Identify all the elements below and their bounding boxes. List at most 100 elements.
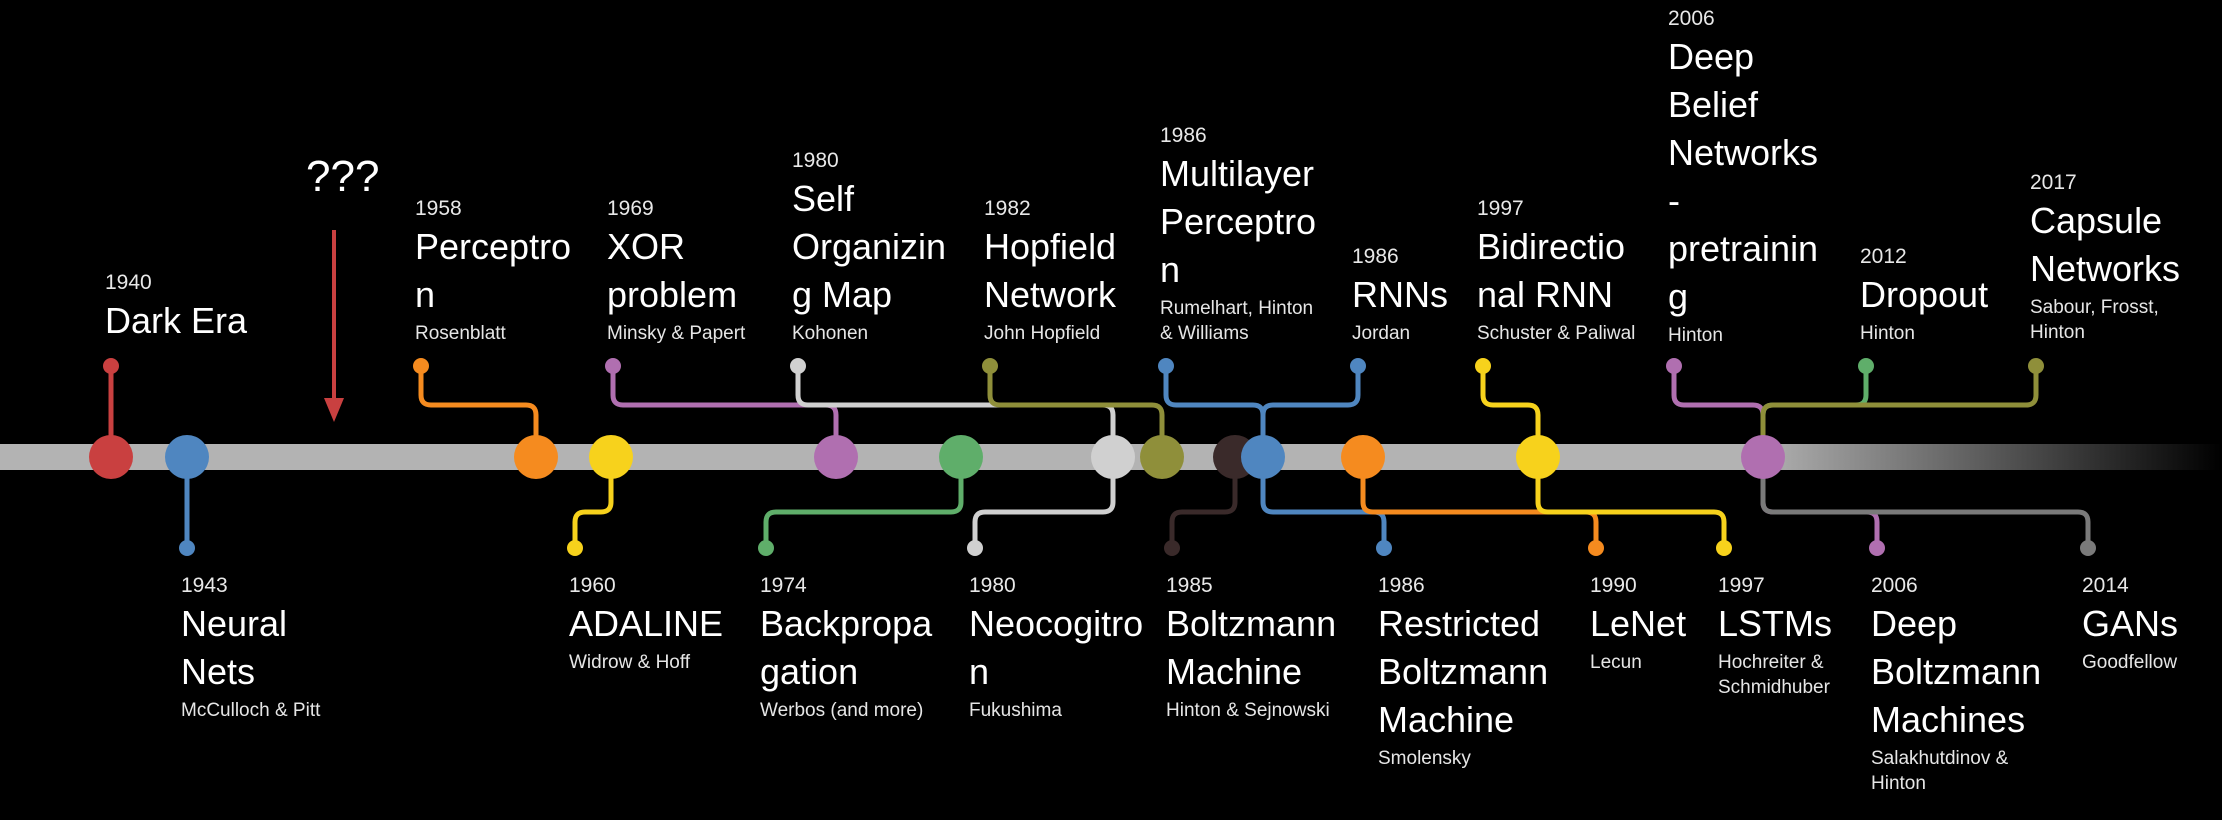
node-neural-nets bbox=[165, 435, 209, 479]
event-year: 1960 bbox=[569, 574, 616, 597]
event-dropout: 2012 Dropout Hinton bbox=[1860, 246, 1988, 346]
event-author: Smolensky bbox=[1378, 748, 1471, 769]
connector-self-organizing-map bbox=[795, 366, 1116, 457]
endpoint-lenet bbox=[1588, 540, 1604, 556]
event-author: Hinton bbox=[2030, 322, 2085, 343]
event-year: 1982 bbox=[984, 197, 1031, 220]
event-author: Lecun bbox=[1590, 652, 1642, 673]
event-author: Werbos (and more) bbox=[760, 700, 924, 721]
endpoint-multilayer-perceptron bbox=[1158, 358, 1174, 374]
endpoint-capsule-networks bbox=[2028, 358, 2044, 374]
event-author: Sabour, Frosst, bbox=[2030, 297, 2159, 318]
event-author: Hochreiter & bbox=[1718, 652, 1824, 673]
event-title: Dark Era bbox=[105, 300, 248, 341]
event-title: n bbox=[415, 274, 436, 315]
event-title: Boltzmann bbox=[1166, 603, 1337, 644]
node-deep-belief-networks bbox=[1741, 435, 1785, 479]
event-title: Machine bbox=[1378, 699, 1515, 740]
node-perceptron bbox=[514, 435, 558, 479]
event-title: Deep bbox=[1668, 36, 1755, 77]
connector-boltzmann-machine bbox=[1169, 457, 1238, 548]
connector-xor-problem bbox=[610, 366, 839, 457]
event-author: Kohonen bbox=[792, 323, 869, 344]
node-xor-problem bbox=[814, 435, 858, 479]
event-author: Hinton bbox=[1860, 323, 1915, 344]
event-lstms: 1997 LSTMs Hochreiter & Schmidhuber bbox=[1718, 575, 1832, 700]
event-boltzmann-machine: 1985 Boltzmann Machine Hinton & Sejnowski bbox=[1166, 575, 1336, 723]
event-title: Bidirectio bbox=[1477, 226, 1626, 267]
event-year: 1969 bbox=[607, 197, 654, 220]
connector-backpropagation bbox=[763, 457, 964, 548]
event-title: Multilayer bbox=[1160, 153, 1315, 194]
event-bidirectional-rnn: 1997 Bidirectio nal RNN Schuster & Paliwal bbox=[1477, 198, 1635, 346]
event-xor-problem: 1969 XOR problem Minsky & Papert bbox=[607, 198, 745, 346]
event-title: - bbox=[1668, 180, 1680, 221]
event-title: nal RNN bbox=[1477, 274, 1614, 315]
event-title: gation bbox=[760, 651, 859, 692]
event-author: McCulloch & Pitt bbox=[181, 700, 321, 721]
node-self-organizing-map bbox=[1091, 435, 1135, 479]
event-title: pretrainin bbox=[1668, 228, 1819, 269]
event-title: Capsule bbox=[2030, 200, 2163, 241]
arrow-head bbox=[324, 398, 344, 422]
endpoint-xor-problem bbox=[605, 358, 621, 374]
event-title: problem bbox=[607, 274, 738, 315]
event-title: Boltzmann bbox=[1871, 651, 2042, 692]
node-hopfield-network bbox=[1140, 435, 1184, 479]
event-year: 1997 bbox=[1477, 197, 1524, 220]
event-dark-era: 1940 Dark Era bbox=[105, 272, 247, 345]
event-year: 2017 bbox=[2030, 171, 2077, 194]
endpoint-self-organizing-map bbox=[790, 358, 806, 374]
node-lenet bbox=[1341, 435, 1385, 479]
event-title: Machine bbox=[1166, 651, 1303, 692]
event-author: Hinton bbox=[1871, 773, 1926, 794]
event-title: Neocogitro bbox=[969, 603, 1144, 644]
event-year: 2006 bbox=[1871, 574, 1918, 597]
event-hopfield-network: 1982 Hopfield Network John Hopfield bbox=[984, 198, 1116, 346]
event-title: Organizin bbox=[792, 226, 947, 267]
event-gans: 2014 GANs Goodfellow bbox=[2082, 575, 2178, 675]
node-dark-era bbox=[89, 435, 133, 479]
event-neocognitron: 1980 Neocogitro n Fukushima bbox=[969, 575, 1143, 723]
event-title: Neural bbox=[181, 603, 288, 644]
event-title: Belief bbox=[1668, 84, 1759, 125]
event-title: Perceptro bbox=[415, 226, 572, 267]
event-rnns: 1986 RNNs Jordan bbox=[1352, 246, 1448, 346]
event-title: Restricted bbox=[1378, 603, 1541, 644]
event-year: 1985 bbox=[1166, 574, 1213, 597]
connector-adaline bbox=[572, 457, 614, 548]
event-year: 1986 bbox=[1378, 574, 1425, 597]
node-backpropagation bbox=[939, 435, 983, 479]
endpoint-bidirectional-rnn bbox=[1475, 358, 1491, 374]
event-title: Network bbox=[984, 274, 1117, 315]
endpoint-neural-nets bbox=[179, 540, 195, 556]
connector-bidirectional-rnn bbox=[1480, 366, 1541, 457]
event-restricted-boltzmann-machine: 1986 Restricted Boltzmann Machine Smolensky bbox=[1378, 575, 1548, 771]
event-title: Deep bbox=[1871, 603, 1958, 644]
endpoint-neocognitron bbox=[967, 540, 983, 556]
node-multilayer-perceptron bbox=[1241, 435, 1285, 479]
event-title: n bbox=[1160, 249, 1181, 290]
endpoint-perceptron bbox=[413, 358, 429, 374]
node-bidirectional-rnn bbox=[1516, 435, 1560, 479]
event-title: XOR bbox=[607, 226, 686, 267]
endpoint-lstms bbox=[1716, 540, 1732, 556]
event-author: Minsky & Papert bbox=[607, 323, 746, 344]
connector-rnns bbox=[1260, 366, 1361, 457]
event-adaline: 1960 ADALINE Widrow & Hoff bbox=[569, 575, 723, 675]
event-year: 2012 bbox=[1860, 245, 1907, 268]
endpoint-adaline bbox=[567, 540, 583, 556]
event-title: n bbox=[969, 651, 990, 692]
event-title: g Map bbox=[792, 274, 893, 315]
endpoint-rnns bbox=[1350, 358, 1366, 374]
event-year: 1974 bbox=[760, 574, 807, 597]
timeline-nodes bbox=[89, 435, 1785, 479]
event-author: Rosenblatt bbox=[415, 323, 506, 344]
endpoint-dropout bbox=[1858, 358, 1874, 374]
connector-neocognitron bbox=[972, 457, 1116, 548]
event-multilayer-perceptron: 1986 Multilayer Perceptro n Rumelhart, Hinto… bbox=[1160, 125, 1316, 346]
event-deep-belief-networks: 2006 Deep Belief Networks - pretrainin g Hinton bbox=[1668, 8, 1818, 348]
event-lenet: 1990 LeNet Lecun bbox=[1590, 575, 1686, 675]
event-neural-nets: 1943 Neural Nets McCulloch & Pitt bbox=[181, 575, 320, 723]
